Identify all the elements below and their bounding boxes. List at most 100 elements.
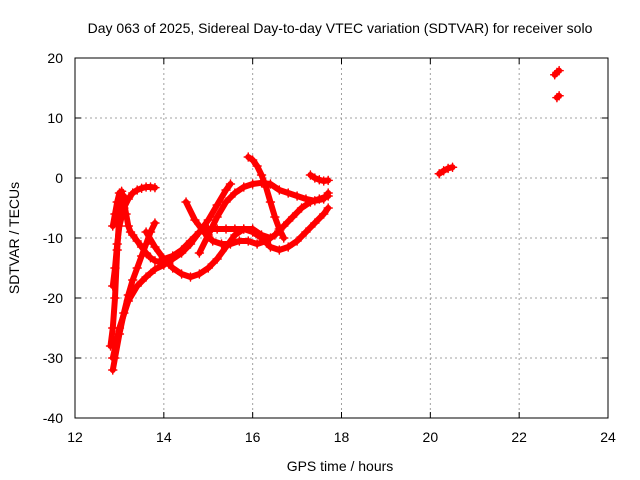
series-track [109,181,234,361]
series-13 [549,65,564,80]
series-track [109,188,163,265]
data-point [554,65,564,76]
data-point [203,230,213,240]
data-point [207,236,218,246]
data-point [116,197,127,207]
data-point [132,281,142,291]
data-point [270,230,280,240]
x-axis-label: GPS time / hours [287,458,394,474]
data-point [247,179,258,189]
data-point [190,215,200,225]
x-tick-label: 22 [511,429,527,445]
data-point [301,227,311,237]
y-axis-label: SDTVAR / TECUs [6,182,22,294]
data-point [185,272,196,282]
data-point [252,239,262,249]
data-point [247,155,258,165]
y-tick-label: 20 [47,50,63,66]
data-point [150,182,160,193]
data-point [216,239,227,249]
data-point [136,251,147,261]
data-point [185,236,196,246]
data-point [554,91,564,101]
data-point [167,251,178,261]
data-point [176,269,187,279]
data-point [279,233,289,243]
grid-lines [75,58,608,418]
data-point [116,186,127,196]
data-series [105,65,564,375]
data-point [119,191,129,201]
data-point [323,175,333,186]
data-point [443,163,453,174]
data-point [203,263,213,273]
data-point [261,236,271,246]
data-point [301,194,311,204]
data-point [159,254,169,264]
data-point [212,254,222,264]
y-tick-label: -30 [43,350,63,366]
data-point [221,197,231,207]
data-point [318,209,329,219]
data-point [274,245,285,255]
y-tick-label: -40 [43,410,63,426]
data-point [176,245,187,255]
data-point [287,212,298,222]
data-point [225,239,236,249]
y-tick-label: 10 [47,110,63,126]
x-tick-label: 12 [67,429,83,445]
x-tick-label: 20 [423,429,439,445]
x-tick-labels: 12 14 16 18 20 22 24 [67,429,616,445]
data-point [123,221,134,231]
data-point [310,196,320,206]
x-tick-label: 14 [156,429,172,445]
data-point [239,182,249,192]
data-point [283,242,293,252]
data-point [108,353,118,363]
data-point [318,194,329,204]
data-point [127,275,138,285]
data-point [247,227,258,237]
data-point [447,162,458,172]
data-point [132,236,142,246]
data-point [234,236,245,246]
data-point [150,218,160,228]
data-point [239,224,249,234]
data-point [150,242,160,252]
data-point [127,230,138,240]
series-10 [243,152,289,243]
data-point [292,236,302,246]
data-point [123,296,134,306]
series-track [245,154,287,241]
data-point [114,209,125,219]
data-point [243,236,253,246]
x-tick-label: 24 [600,429,616,445]
data-point [108,365,118,375]
y-tick-labels: -40 -30 -20 -10 0 10 20 [43,50,63,426]
data-point [212,200,222,210]
data-point [310,218,320,228]
data-point [167,263,178,273]
axis-ticks [74,57,609,419]
data-point [141,227,151,237]
chart-title: Day 063 of 2025, Sidereal Day-to-day VTE… [88,20,593,36]
data-point [114,323,125,333]
series-14 [552,91,564,103]
series-7 [154,203,333,267]
data-point [194,248,205,258]
data-point [274,185,285,195]
data-point [323,188,333,198]
x-tick-label: 16 [245,429,261,445]
series-3 [105,191,129,351]
data-point [314,175,325,185]
data-point [221,185,231,195]
data-point [256,170,267,180]
y-tick-label: -20 [43,290,63,306]
series-9 [194,178,333,258]
data-point [181,197,191,207]
data-point [296,203,307,213]
data-point [283,188,293,198]
data-point [292,191,302,201]
series-11 [305,170,333,186]
